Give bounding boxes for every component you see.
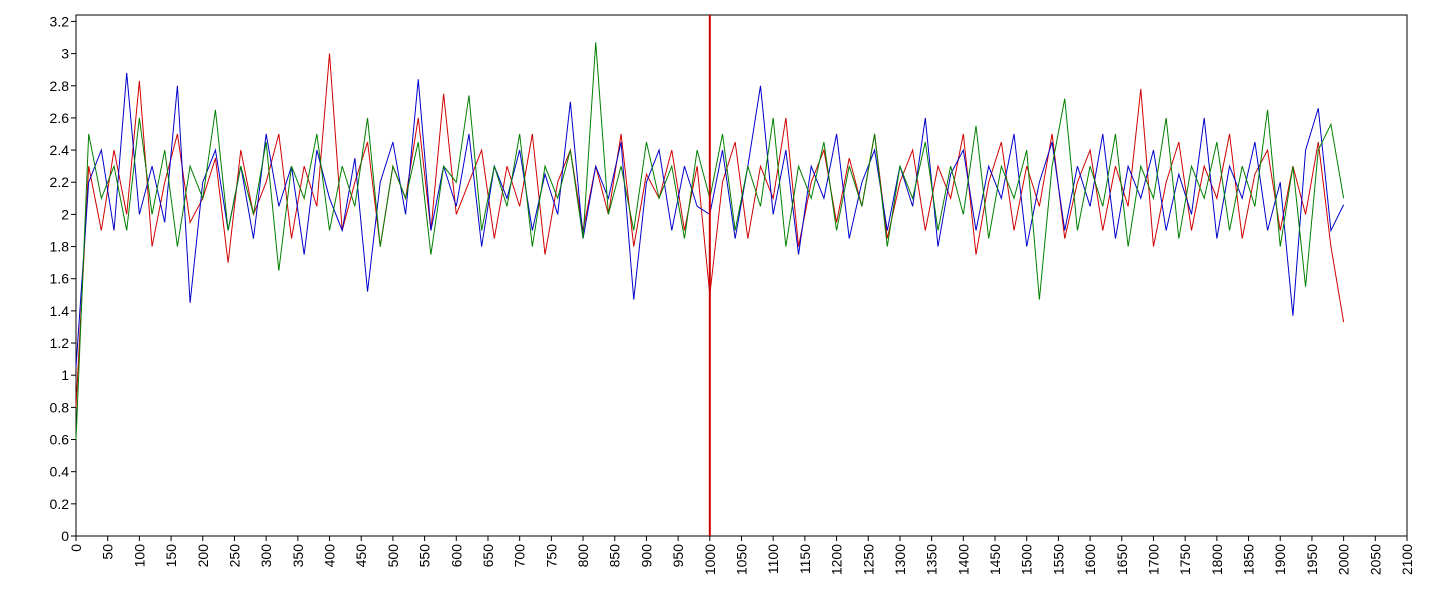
x-tick-label: 2050	[1367, 544, 1383, 575]
x-tick-label: 0	[68, 544, 84, 552]
x-tick-label: 450	[353, 544, 369, 568]
y-tick-label: 0.2	[50, 496, 70, 512]
y-tick-label: 0.8	[50, 399, 70, 415]
y-tick-label: 2	[61, 206, 69, 222]
y-tick-label: 2.8	[50, 78, 70, 94]
x-tick-label: 1500	[1019, 544, 1035, 575]
x-tick-label: 2000	[1336, 544, 1352, 575]
y-tick-label: 2.4	[50, 142, 70, 158]
x-tick-label: 1000	[702, 544, 718, 575]
x-tick-label: 1550	[1050, 544, 1066, 575]
x-tick-label: 1600	[1082, 544, 1098, 575]
x-tick-label: 1650	[1114, 544, 1130, 575]
x-tick-label: 100	[131, 544, 147, 568]
x-tick-label: 1900	[1272, 544, 1288, 575]
plot-area	[75, 14, 1408, 537]
x-tick-label: 150	[163, 544, 179, 568]
x-tick-label: 1800	[1209, 544, 1225, 575]
y-tick-label: 1.6	[50, 271, 70, 287]
x-tick-label: 800	[575, 544, 591, 568]
y-tick-label: 1	[61, 367, 69, 383]
x-tick-label: 1450	[987, 544, 1003, 575]
y-tick-label: 1.4	[50, 303, 70, 319]
x-tick-label: 900	[638, 544, 654, 568]
x-tick-label: 50	[100, 544, 116, 560]
x-tick-label: 650	[480, 544, 496, 568]
x-tick-label: 1850	[1241, 544, 1257, 575]
y-tick-label: 2.2	[50, 174, 70, 190]
x-tick-label: 1050	[734, 544, 750, 575]
x-tick-label: 350	[290, 544, 306, 568]
x-tick-label: 500	[385, 544, 401, 568]
x-tick-label: 1250	[860, 544, 876, 575]
y-tick-label: 2.6	[50, 110, 70, 126]
x-tick-label: 1950	[1304, 544, 1320, 575]
y-tick-label: 0.4	[50, 464, 70, 480]
x-tick-label: 2100	[1399, 544, 1415, 575]
x-tick-label: 1200	[829, 544, 845, 575]
x-tick-label: 550	[417, 544, 433, 568]
x-tick-label: 950	[670, 544, 686, 568]
y-tick-label: 0	[61, 528, 69, 544]
x-tick-label: 700	[512, 544, 528, 568]
x-tick-label: 300	[258, 544, 274, 568]
x-tick-label: 1750	[1177, 544, 1193, 575]
y-tick-label: 1.8	[50, 239, 70, 255]
x-tick-label: 1700	[1145, 544, 1161, 575]
y-tick-label: 0.6	[50, 432, 70, 448]
y-tick-label: 1.2	[50, 335, 70, 351]
x-tick-label: 750	[543, 544, 559, 568]
x-tick-label: 1300	[892, 544, 908, 575]
x-tick-label: 1150	[797, 544, 813, 574]
y-tick-label: 3.2	[50, 13, 70, 29]
x-tick-label: 600	[448, 544, 464, 568]
x-tick-label: 400	[322, 544, 338, 568]
x-tick-label: 1350	[924, 544, 940, 575]
x-tick-label: 850	[607, 544, 623, 568]
x-tick-label: 1400	[955, 544, 971, 575]
y-tick-label: 3	[61, 46, 69, 62]
x-tick-label: 200	[195, 544, 211, 568]
x-tick-label: 1100	[765, 544, 781, 574]
x-tick-label: 250	[226, 544, 242, 568]
